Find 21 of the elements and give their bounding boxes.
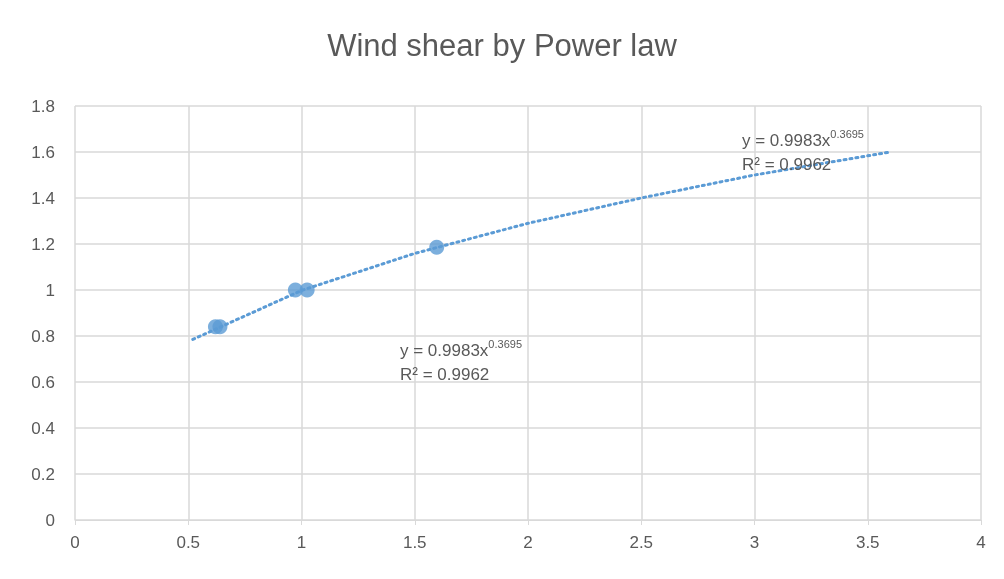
x-tick-label: 0 — [70, 533, 80, 552]
y-tick-label: 0.4 — [31, 418, 55, 438]
x-tick-label: 3 — [749, 533, 760, 552]
x-tick-label: 0.5 — [176, 533, 201, 552]
x-tick-label: 1.5 — [402, 533, 427, 552]
y-tick-label: 1.2 — [31, 234, 55, 254]
y-tick-label: 0 — [45, 510, 55, 530]
y-tick-label: 1.6 — [31, 142, 55, 162]
y-tick-label: 0.6 — [31, 372, 55, 392]
y-tick-label: 0.8 — [31, 326, 55, 346]
x-tick-label: 4 — [976, 533, 986, 552]
x-tick-label: 2 — [523, 533, 533, 552]
y-tick-label: 1 — [45, 280, 55, 300]
line-series — [191, 150, 892, 341]
y-tick-label: 1.8 — [31, 96, 55, 116]
y-tick-label: 1.4 — [31, 188, 55, 208]
chart-title: Wind shear by Power law — [327, 28, 678, 63]
x-tick-label: 1 — [296, 533, 307, 552]
y-tick-label: 0.2 — [31, 464, 55, 484]
x-tick-label: 3.5 — [855, 533, 880, 552]
x-tick-label: 2.5 — [629, 533, 654, 552]
